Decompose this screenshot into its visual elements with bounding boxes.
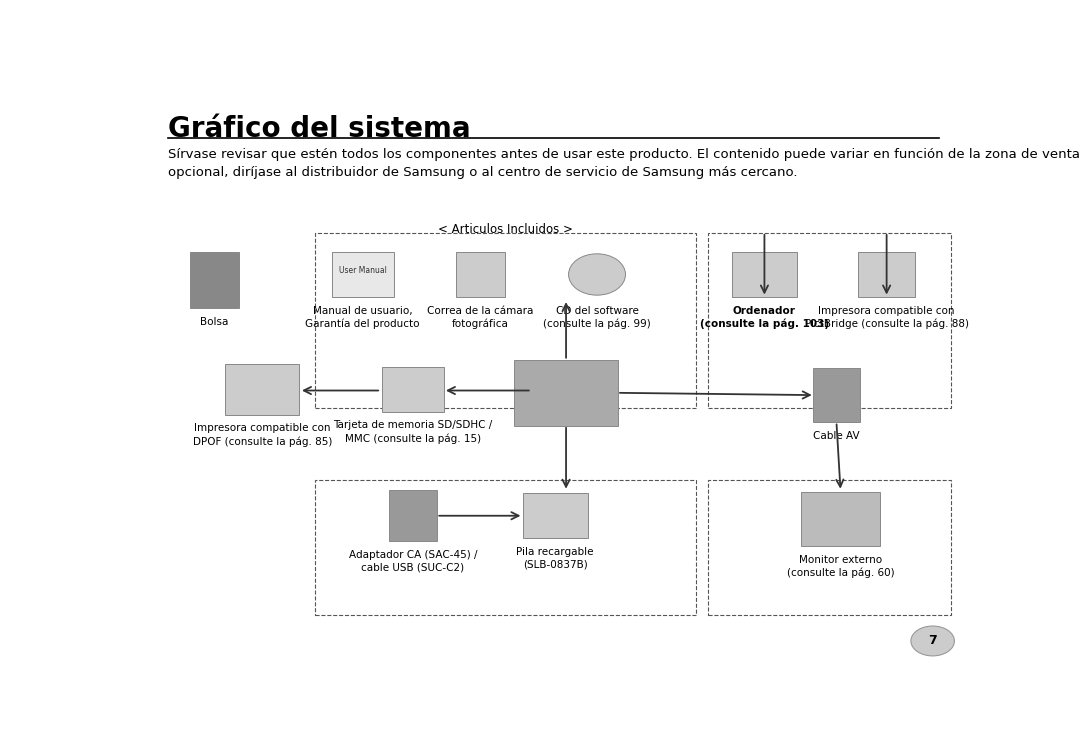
Text: < Articulos Incluidos >: < Articulos Incluidos > xyxy=(438,222,573,236)
FancyBboxPatch shape xyxy=(801,492,880,546)
FancyBboxPatch shape xyxy=(382,367,444,412)
Text: 7: 7 xyxy=(929,634,937,648)
FancyBboxPatch shape xyxy=(859,252,915,297)
Bar xyxy=(708,233,951,408)
Text: Pila recargable
(SLB-0837B): Pila recargable (SLB-0837B) xyxy=(516,547,594,569)
FancyBboxPatch shape xyxy=(514,360,618,425)
Bar xyxy=(708,480,951,615)
Text: CD del software
(consulte la pág. 99): CD del software (consulte la pág. 99) xyxy=(543,306,651,329)
FancyBboxPatch shape xyxy=(813,368,860,422)
Text: Impresora compatible con
PictBridge (consulte la pág. 88): Impresora compatible con PictBridge (con… xyxy=(805,306,969,329)
FancyBboxPatch shape xyxy=(732,252,797,297)
FancyBboxPatch shape xyxy=(190,252,239,308)
Text: Cable AV: Cable AV xyxy=(813,430,860,441)
Text: Tarjeta de memoria SD/SDHC /
MMC (consulte la pág. 15): Tarjeta de memoria SD/SDHC / MMC (consul… xyxy=(334,421,492,444)
Text: Bolsa: Bolsa xyxy=(200,317,229,327)
Ellipse shape xyxy=(568,254,625,295)
Text: Manual de usuario,
Garantía del producto: Manual de usuario, Garantía del producto xyxy=(306,306,420,329)
Text: Ordenador
(consulte la pág. 103): Ordenador (consulte la pág. 103) xyxy=(700,306,829,329)
Text: Adaptador CA (SAC-45) /
cable USB (SUC-C2): Adaptador CA (SAC-45) / cable USB (SUC-C… xyxy=(349,550,477,572)
FancyBboxPatch shape xyxy=(226,364,299,415)
FancyBboxPatch shape xyxy=(523,493,588,538)
Bar xyxy=(315,233,696,408)
Ellipse shape xyxy=(910,626,955,656)
FancyBboxPatch shape xyxy=(332,252,393,297)
Text: User Manual: User Manual xyxy=(339,266,387,275)
Text: Gráfico del sistema: Gráfico del sistema xyxy=(168,116,471,143)
FancyBboxPatch shape xyxy=(457,252,505,297)
Text: Sírvase revisar que estén todos los componentes antes de usar este producto. El : Sírvase revisar que estén todos los comp… xyxy=(168,148,1080,179)
Text: Impresora compatible con
DPOF (consulte la pág. 85): Impresora compatible con DPOF (consulte … xyxy=(192,423,332,447)
FancyBboxPatch shape xyxy=(389,490,437,541)
Text: Monitor externo
(consulte la pág. 60): Monitor externo (consulte la pág. 60) xyxy=(786,555,894,578)
Text: Correa de la cámara
fotográfica: Correa de la cámara fotográfica xyxy=(428,306,534,329)
Bar xyxy=(315,480,696,615)
